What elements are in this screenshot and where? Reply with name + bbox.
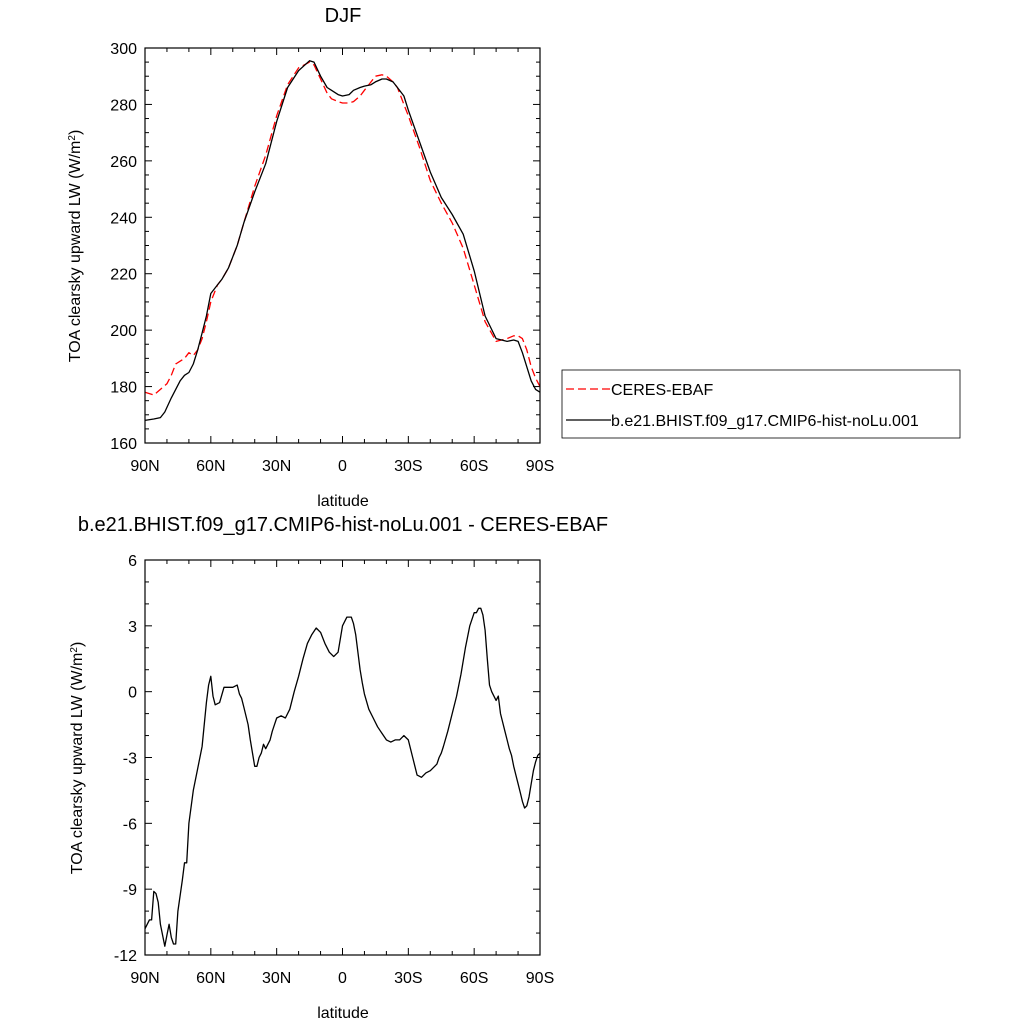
x-tick-label: 0 (338, 970, 347, 987)
x-tick-label: 30N (262, 970, 291, 987)
y-tick-label: -12 (114, 948, 137, 965)
y-tick-label: 180 (110, 380, 137, 397)
x-tick-label: 90N (130, 970, 159, 987)
panel1-y-axis-label: TOA clearsky upward LW (W/m2) (67, 130, 85, 363)
legend-box (561, 369, 961, 439)
x-tick-label: 60S (460, 970, 488, 987)
y-tick-label: 280 (110, 97, 137, 114)
legend: CERES-EBAF b.e21.BHIST.f09_g17.CMIP6-his… (561, 369, 961, 439)
x-tick-label: 90S (526, 458, 554, 475)
x-tick-label: 60N (196, 458, 225, 475)
x-tick-label: 0 (338, 458, 347, 475)
panel2-series-line-0 (144, 607, 541, 947)
y-tick-label: -9 (123, 882, 137, 899)
x-tick-label: 30S (394, 970, 422, 987)
panel2-x-axis-label: latitude (317, 1005, 369, 1022)
x-tick-label: 60S (460, 458, 488, 475)
y-tick-label: 240 (110, 210, 137, 227)
x-tick-label: 90N (130, 458, 159, 475)
y-tick-label: 220 (110, 267, 137, 284)
panel1-frame (144, 47, 541, 444)
panel1-title: DJF (325, 5, 362, 27)
x-tick-label: 60N (196, 970, 225, 987)
y-tick-label: 3 (128, 619, 137, 636)
panel1-x-axis-label: latitude (317, 493, 369, 510)
y-tick-label: 300 (110, 41, 137, 58)
x-tick-label: 30S (394, 458, 422, 475)
panel2-title: b.e21.BHIST.f09_g17.CMIP6-hist-noLu.001 … (78, 514, 608, 536)
panel1-series-line-0 (144, 61, 541, 396)
panel1-series-line-1 (144, 60, 541, 422)
x-tick-label: 30N (262, 458, 291, 475)
panel2-plot-area: 90N 60N 30N 0 30S 60S 90S -12 -9 -6 -3 0 3 6 (114, 553, 554, 987)
x-tick-label: 90S (526, 970, 554, 987)
panel1-plot-area: 90N 60N 30N 0 30S 60S 90S 160 180 200 220 240 260 280… (110, 41, 554, 475)
legend-label-model: b.e21.BHIST.f09_g17.CMIP6-hist-noLu.001 (611, 413, 919, 430)
panel2-y-axis-label: TOA clearsky upward LW (W/m2) (69, 642, 87, 875)
y-tick-label: 260 (110, 154, 137, 171)
y-tick-label: -6 (123, 816, 137, 833)
y-tick-label: 200 (110, 323, 137, 340)
panel2-frame (144, 559, 541, 956)
y-tick-label: 0 (128, 685, 137, 702)
y-tick-label: 6 (128, 553, 137, 570)
y-tick-label: -3 (123, 751, 137, 768)
legend-label-ceres: CERES-EBAF (611, 382, 713, 399)
y-tick-label: 160 (110, 436, 137, 453)
